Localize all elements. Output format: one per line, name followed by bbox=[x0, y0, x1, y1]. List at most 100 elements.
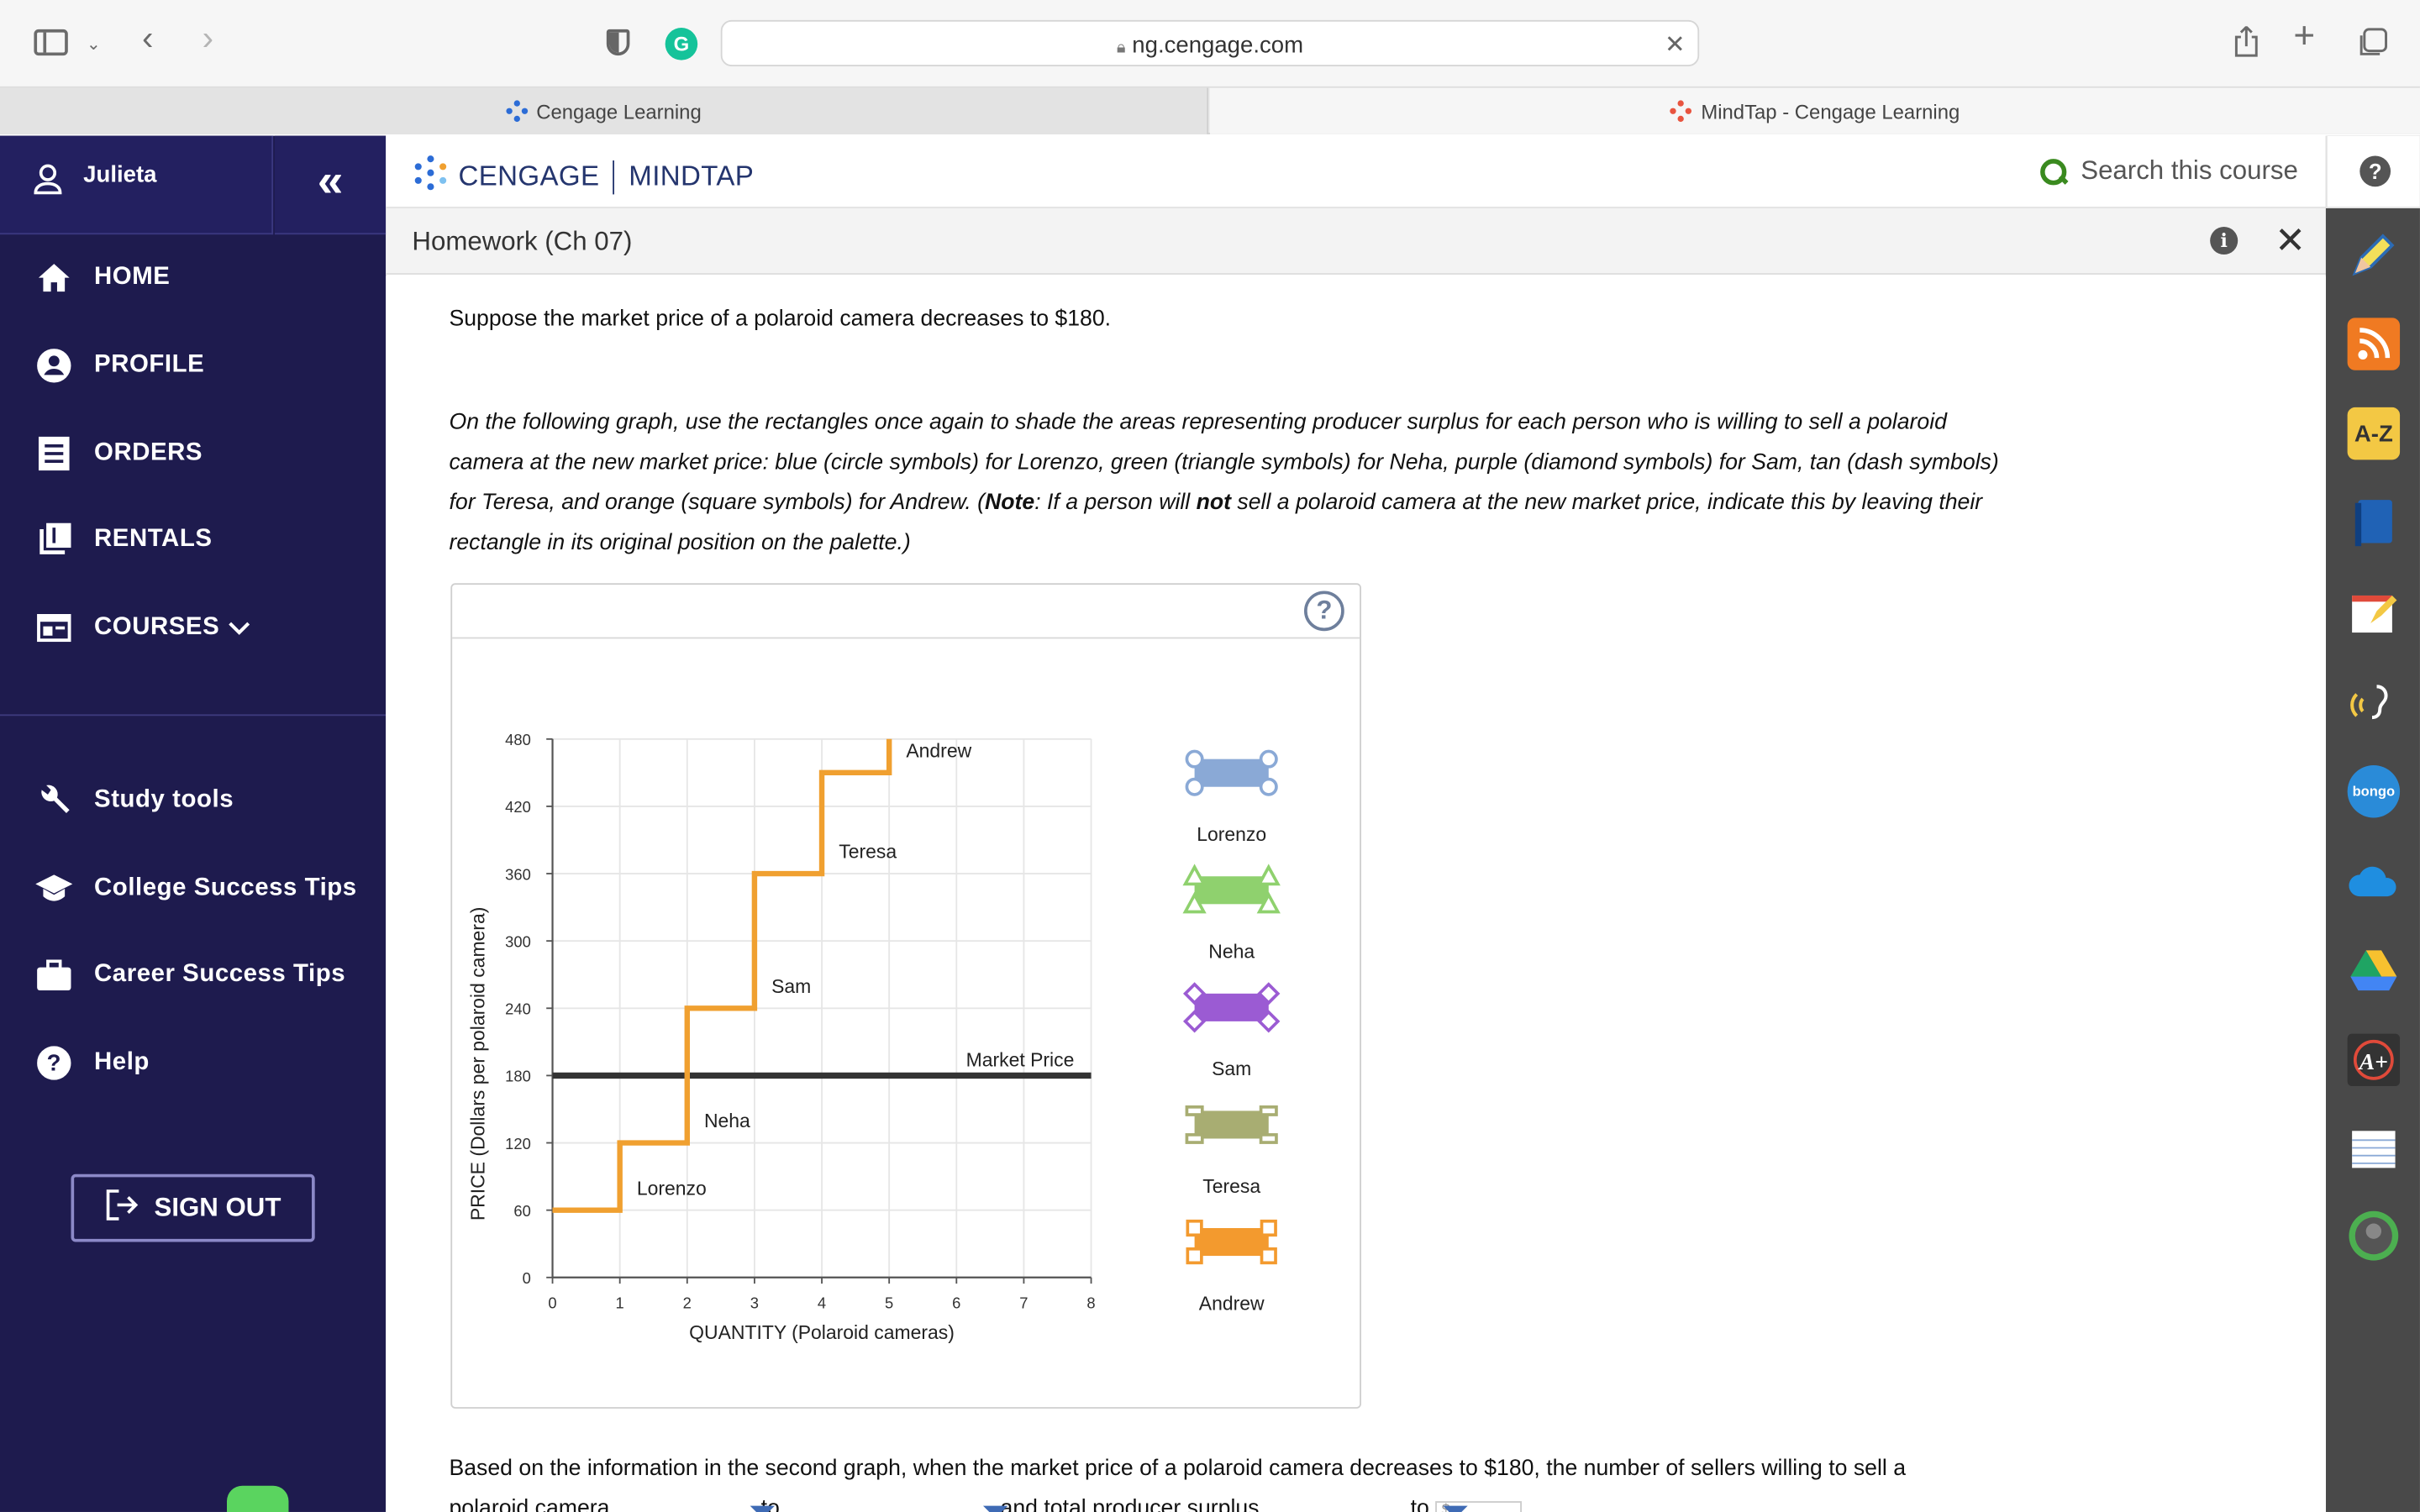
homework-content: Suppose the market price of a polaroid c… bbox=[386, 276, 2326, 1512]
grammarly-icon[interactable]: G bbox=[665, 28, 698, 60]
notebook-icon[interactable] bbox=[2348, 1123, 2400, 1175]
privacy-shield-icon[interactable] bbox=[606, 29, 630, 56]
clear-url-icon[interactable]: ✕ bbox=[1665, 32, 1686, 59]
new-tab-icon[interactable]: + bbox=[2293, 15, 2316, 57]
browser-toolbar: ⌄ ‹ › G 🔒︎ ng.cengage.com ✕ + bbox=[0, 0, 2420, 88]
question-intro: Suppose the market price of a polaroid c… bbox=[449, 307, 1112, 332]
graduation-cap-icon bbox=[35, 870, 73, 907]
sidebar-item-help[interactable]: ? Help bbox=[0, 1032, 386, 1094]
aplus-icon[interactable]: A+ bbox=[2347, 1033, 2401, 1087]
browser-tabs: Cengage Learning MindTap - Cengage Learn… bbox=[0, 87, 2420, 134]
tab-mindtap[interactable]: MindTap - Cengage Learning bbox=[1209, 87, 2420, 134]
close-icon[interactable]: ✕ bbox=[2275, 220, 2307, 263]
palette-label: Andrew bbox=[1199, 1292, 1265, 1314]
rss-icon[interactable] bbox=[2347, 318, 2401, 370]
seller-label: Andrew bbox=[906, 739, 971, 761]
sidebar-item-label: COURSES bbox=[94, 614, 220, 641]
user-menu[interactable]: Julieta bbox=[0, 135, 274, 235]
circle-handle-icon bbox=[1259, 749, 1278, 769]
square-handle-icon bbox=[1186, 1219, 1203, 1237]
profile-photo-icon[interactable] bbox=[2348, 1210, 2400, 1262]
collapse-sidebar-button[interactable]: « bbox=[274, 135, 387, 235]
notes-icon[interactable] bbox=[2348, 586, 2400, 638]
share-icon[interactable] bbox=[2233, 25, 2260, 57]
dropdown-arrow-icon[interactable] bbox=[750, 1505, 776, 1512]
cloud-icon[interactable] bbox=[2348, 855, 2400, 907]
a-z-glossary-icon[interactable]: A-Z bbox=[2347, 407, 2401, 460]
info-icon[interactable]: i bbox=[2210, 226, 2238, 255]
tab-cengage-learning[interactable]: Cengage Learning bbox=[0, 87, 1209, 134]
sidebar-divider bbox=[0, 714, 387, 717]
y-tick-label: 480 bbox=[505, 731, 531, 748]
graph-tool: ? 0 1 2 3 4 5 6 7 8 0 60 120 180 240 300 360 420 480 QUANT… bbox=[450, 583, 1361, 1409]
sidebar-item-rentals[interactable]: RENTALS bbox=[0, 509, 386, 570]
square-handle-icon bbox=[1260, 1219, 1277, 1237]
triangle-handle-icon bbox=[1182, 864, 1207, 886]
sidebar-item-label: Career Success Tips bbox=[94, 961, 346, 988]
wrench-icon bbox=[35, 782, 72, 819]
y-tick-label: 120 bbox=[505, 1135, 531, 1152]
logo-divider bbox=[613, 160, 615, 194]
followup-text: to bbox=[1410, 1496, 1429, 1512]
dash-handle-icon bbox=[1185, 1133, 1204, 1144]
sidebar-item-courses[interactable]: COURSES bbox=[0, 597, 386, 659]
bongo-icon[interactable]: bongo bbox=[2347, 765, 2401, 818]
book-icon[interactable] bbox=[2348, 496, 2400, 549]
sidebar-item-college-success-tips[interactable]: College Success Tips bbox=[0, 858, 386, 919]
dash-handle-icon bbox=[1259, 1133, 1278, 1144]
circle-handle-icon bbox=[1185, 749, 1204, 769]
svg-text:A+: A+ bbox=[2358, 1048, 2388, 1074]
palette-rectangle-neha bbox=[1194, 876, 1269, 905]
help-button[interactable]: ? bbox=[2325, 135, 2420, 208]
instructions-note: Note bbox=[984, 491, 1035, 516]
svg-text:?: ? bbox=[47, 1050, 61, 1076]
palette-label: Lorenzo bbox=[1197, 823, 1266, 845]
triangle-handle-icon bbox=[1256, 891, 1281, 914]
y-tick-label: 60 bbox=[513, 1202, 530, 1220]
sidebar-item-career-success-tips[interactable]: Career Success Tips bbox=[0, 944, 386, 1005]
product-name: MINDTAP bbox=[629, 160, 755, 192]
y-tick-label: 0 bbox=[523, 1269, 531, 1287]
dropdown-arrow-icon[interactable] bbox=[1443, 1505, 1468, 1512]
chat-icon[interactable] bbox=[226, 1485, 289, 1512]
back-icon[interactable]: ‹ bbox=[141, 18, 154, 57]
cengage-mindtap-logo[interactable]: CENGAGE MINDTAP bbox=[412, 155, 754, 199]
producer-surplus-chart[interactable]: 0 1 2 3 4 5 6 7 8 0 60 120 180 240 300 360 420 480 QUANTIT… bbox=[452, 640, 1360, 1407]
graph-help-button[interactable]: ? bbox=[1304, 591, 1344, 632]
x-tick-label: 1 bbox=[616, 1294, 624, 1312]
chevron-down-icon[interactable]: ⌄ bbox=[86, 35, 101, 55]
palette-label: Neha bbox=[1208, 941, 1255, 963]
sidebar-toggle-icon[interactable] bbox=[34, 29, 68, 56]
rentals-icon bbox=[35, 522, 72, 559]
sign-out-button[interactable]: SIGN OUT bbox=[71, 1173, 315, 1242]
course-search[interactable]: Search this course bbox=[2040, 156, 2298, 187]
instructions-text: On the following graph, use the rectangl… bbox=[449, 410, 1999, 516]
dropdown-arrow-icon[interactable] bbox=[982, 1505, 1008, 1512]
question-followup: Based on the information in the second g… bbox=[449, 1456, 1907, 1482]
pencil-icon[interactable] bbox=[2348, 228, 2400, 281]
google-drive-icon[interactable] bbox=[2348, 944, 2400, 996]
diamond-handle-icon bbox=[1257, 1010, 1281, 1033]
palette-rectangle-teresa bbox=[1194, 1110, 1269, 1139]
market-price-label: Market Price bbox=[966, 1048, 1075, 1070]
sidebar-item-label: PROFILE bbox=[94, 351, 205, 378]
address-bar[interactable]: 🔒︎ ng.cengage.com ✕ bbox=[720, 19, 1700, 66]
x-tick-label: 8 bbox=[1086, 1294, 1095, 1312]
y-tick-label: 180 bbox=[505, 1068, 531, 1085]
courses-icon bbox=[35, 609, 72, 646]
sidebar: Julieta « HOME PROFILE ORDERS RENTALS CO… bbox=[0, 135, 387, 1512]
cengage-logo-icon bbox=[412, 155, 449, 199]
sidebar-item-label: Help bbox=[94, 1048, 150, 1076]
x-tick-label: 4 bbox=[818, 1294, 826, 1312]
square-handle-icon bbox=[1186, 1247, 1203, 1265]
x-tick-label: 5 bbox=[885, 1294, 893, 1312]
sidebar-item-profile[interactable]: PROFILE bbox=[0, 335, 386, 396]
supply-curve bbox=[552, 738, 892, 1213]
read-speaker-icon[interactable] bbox=[2348, 675, 2400, 727]
forward-icon[interactable]: › bbox=[202, 18, 214, 57]
sidebar-item-orders[interactable]: ORDERS bbox=[0, 423, 386, 484]
sidebar-item-home[interactable]: HOME bbox=[0, 247, 386, 308]
sidebar-item-study-tools[interactable]: Study tools bbox=[0, 770, 386, 832]
tab-overview-icon[interactable] bbox=[2357, 28, 2388, 59]
diamond-handle-icon bbox=[1257, 982, 1281, 1005]
